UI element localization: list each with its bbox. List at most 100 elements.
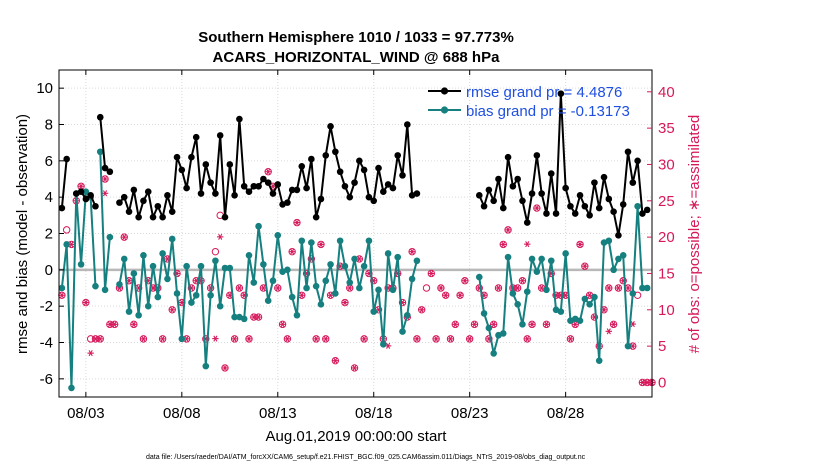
rmse-point <box>140 197 147 205</box>
rmse-point <box>77 188 85 196</box>
obs-assimilated-marker <box>461 277 469 284</box>
bias-point <box>77 261 85 268</box>
star-stroke <box>266 168 271 175</box>
obs-assimilated-marker <box>471 321 478 328</box>
star-stroke <box>102 175 108 183</box>
star-stroke <box>525 335 530 342</box>
rmse-point <box>360 166 368 174</box>
obs-possible-marker <box>422 284 431 292</box>
rmse-point <box>212 190 219 197</box>
star-stroke <box>251 314 256 321</box>
data-file-footnote: data file: /Users/raeder/DAI/ATM_forcXX/… <box>146 454 586 461</box>
rmse-point <box>87 192 94 199</box>
obs-assimilated-marker <box>495 284 502 292</box>
star-stroke <box>78 183 84 190</box>
obs-assimilated-marker <box>212 335 219 342</box>
rmse-point <box>413 190 421 197</box>
rmse-point <box>298 162 306 170</box>
star-stroke <box>88 350 93 357</box>
star-stroke <box>256 314 261 321</box>
bias-point <box>557 308 565 315</box>
star-stroke <box>170 306 175 313</box>
bias-point <box>581 295 589 303</box>
bias-point <box>346 279 354 286</box>
rmse-point <box>394 152 402 159</box>
bias-point <box>639 284 646 292</box>
bias-point <box>144 302 152 310</box>
rmse-point <box>293 186 301 194</box>
star-stroke <box>515 284 520 292</box>
star-stroke <box>69 241 74 248</box>
rmse-point <box>380 188 387 196</box>
bias-point <box>413 257 421 265</box>
star-stroke <box>568 335 573 342</box>
rmse-point <box>341 182 349 190</box>
star-stroke <box>366 270 372 277</box>
rmse-point <box>547 170 555 177</box>
rmse-point <box>571 210 579 217</box>
bias-point <box>528 255 536 263</box>
star-stroke <box>314 335 319 342</box>
rmse-point <box>245 188 253 196</box>
obs-assimilated-marker <box>231 335 238 342</box>
rmse-point <box>552 210 560 217</box>
bias-point <box>216 302 224 310</box>
bias-point <box>591 293 598 301</box>
x-tick-label: 08/28 <box>547 405 585 422</box>
bias-point <box>365 237 373 245</box>
obs-assimilated-marker <box>500 241 507 248</box>
star-stroke <box>529 321 535 328</box>
obs-assimilated-marker <box>236 284 243 292</box>
y-tick-label: 10 <box>36 80 53 97</box>
star-stroke <box>611 321 616 328</box>
bias-point <box>221 264 229 272</box>
bias-point <box>543 286 550 294</box>
rmse-point <box>332 148 339 156</box>
bias-point <box>595 357 603 364</box>
obs-assimilated-marker <box>428 270 435 277</box>
y-tick-label: 0 <box>45 262 53 279</box>
obs-assimilated-marker <box>524 335 531 342</box>
obs-assimilated-marker <box>533 205 541 212</box>
bias-point <box>394 253 402 261</box>
bias-point <box>312 282 320 290</box>
star-stroke <box>467 335 472 342</box>
star-stroke <box>146 277 151 284</box>
star-stroke <box>491 321 496 328</box>
bias-point <box>58 284 66 292</box>
obs-assimilated-marker <box>111 321 118 328</box>
obs-assimilated-marker <box>615 284 622 292</box>
obs-assimilated-marker <box>567 335 574 342</box>
bias-point <box>351 255 358 263</box>
star-stroke <box>218 233 223 240</box>
bias-point <box>317 301 325 308</box>
rmse-point <box>120 193 128 201</box>
right-tick-label: 20 <box>658 229 675 246</box>
star-stroke <box>501 241 506 248</box>
star-stroke <box>160 335 165 342</box>
star-stroke <box>237 284 242 292</box>
bias-point <box>523 288 531 295</box>
rmse-point <box>519 197 526 205</box>
rmse-point <box>404 121 411 128</box>
legend-rmse-marker <box>440 87 449 95</box>
right-axis-ticks: 0 5 10 15 20 25 30 35 40 <box>647 84 675 391</box>
star-stroke <box>472 321 477 328</box>
bias-point <box>519 321 526 328</box>
obs-assimilated-marker <box>77 183 85 190</box>
rmse-line <box>60 158 68 209</box>
star-stroke <box>136 284 141 292</box>
obs-assimilated-marker <box>245 335 253 342</box>
bias-point <box>226 264 234 272</box>
rmse-point <box>643 206 651 214</box>
obs-assimilated-marker <box>58 292 66 299</box>
star-stroke <box>290 248 295 255</box>
obs-possible-marker <box>62 226 71 234</box>
rmse-point <box>605 195 613 203</box>
rmse-point <box>567 202 574 210</box>
bias-point <box>576 317 584 325</box>
bias-point <box>240 315 248 323</box>
bias-point <box>615 255 622 263</box>
bias-point <box>178 335 186 343</box>
rmse-point <box>586 212 593 219</box>
